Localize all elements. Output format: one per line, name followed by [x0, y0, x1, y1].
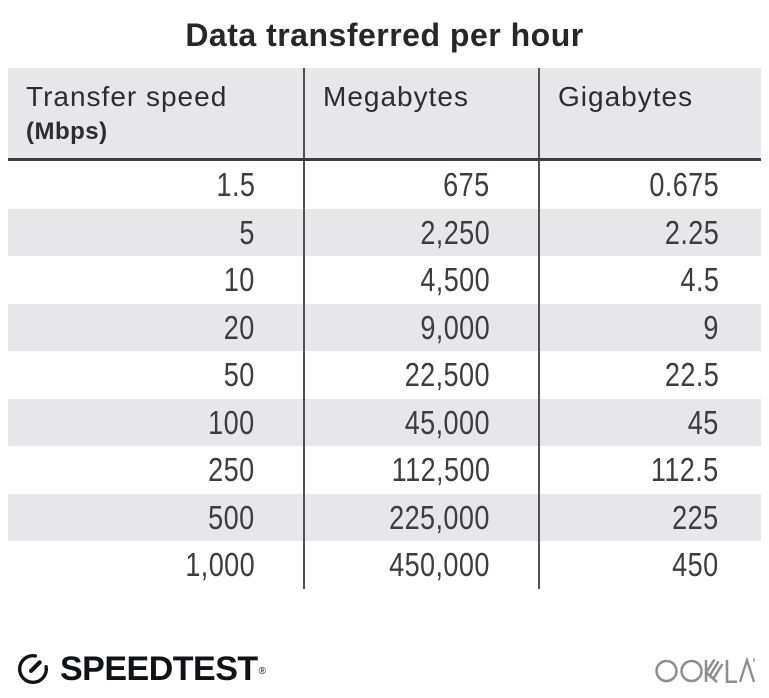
- cell-value: 450: [672, 546, 719, 583]
- table-body: 1.5 675 0.675 5 2,250 2.25 10 4,500 4.5 20 9,000 9 5…: [8, 161, 761, 589]
- cell-value: 500: [208, 498, 255, 536]
- cell-value: 5: [239, 213, 255, 251]
- cell-value: 45,000: [404, 403, 490, 441]
- cell-value: 100: [208, 403, 255, 441]
- speedtest-wordmark: SPEEDTEST®: [60, 649, 266, 689]
- cell-value: 4,500: [420, 261, 490, 298]
- table-cell: 225: [538, 493, 761, 541]
- table-cell: 2,250: [303, 208, 538, 256]
- table-cell: 45: [538, 398, 761, 446]
- cell-value: 225,000: [389, 498, 490, 536]
- table-cell: 5: [8, 209, 303, 257]
- cell-value: 50: [224, 356, 255, 393]
- table-row: 50 22,500 22.5: [8, 351, 761, 399]
- table-cell: 20: [8, 304, 303, 352]
- table-cell: 112,500: [303, 446, 538, 494]
- ookla-logo: [655, 655, 756, 690]
- table-cell: 50: [8, 351, 303, 399]
- table-cell: 100: [8, 399, 303, 447]
- table-cell: 675: [303, 161, 538, 209]
- table-cell: 112.5: [538, 446, 761, 494]
- table-cell: 0.675: [538, 161, 761, 209]
- table-cell: 450: [538, 541, 761, 589]
- cell-value: 1,000: [185, 546, 255, 583]
- column-header-label: Transfer speed: [26, 81, 228, 112]
- speedtest-logo: SPEEDTEST®: [14, 649, 266, 689]
- cell-value: 20: [224, 308, 255, 346]
- ookla-wordmark-icon: [655, 656, 756, 684]
- table-row: 250 112,500 112.5: [8, 446, 761, 494]
- cell-value: 0.675: [649, 166, 719, 203]
- cell-value: 45: [688, 403, 719, 441]
- table-cell: 22.5: [538, 351, 761, 399]
- table-cell: 22,500: [303, 351, 538, 399]
- table-cell: 10: [8, 256, 303, 304]
- table-row: 20 9,000 9: [8, 303, 761, 352]
- table-row: 10 4,500 4.5: [8, 256, 761, 304]
- cell-value: 9: [703, 308, 719, 346]
- cell-value: 22.5: [664, 356, 719, 393]
- table-cell: 45,000: [303, 398, 538, 446]
- speedtest-label: SPEEDTEST: [60, 650, 258, 688]
- cell-value: 2.25: [664, 213, 719, 251]
- speedometer-gauge-icon: [18, 654, 48, 684]
- table-cell: 2.25: [538, 208, 761, 256]
- column-header-label: Gigabytes: [558, 81, 694, 112]
- cell-value: 225: [672, 498, 719, 536]
- cell-value: 112.5: [651, 451, 719, 488]
- data-table: Transfer speed (Mbps) Megabytes Gigabyte…: [8, 68, 761, 589]
- table-cell: 1.5: [8, 161, 303, 209]
- cell-value: 675: [443, 166, 490, 203]
- table-cell: 450,000: [303, 541, 538, 589]
- table-cell: 4.5: [538, 256, 761, 304]
- table-row: 1.5 675 0.675: [8, 161, 761, 209]
- cell-value: 10: [224, 261, 255, 298]
- cell-value: 1.5: [216, 166, 255, 203]
- table-cell: 250: [8, 446, 303, 494]
- footer: SPEEDTEST®: [0, 648, 769, 694]
- column-header-megabytes: Megabytes: [303, 68, 538, 158]
- table-cell: 9: [538, 303, 761, 351]
- cell-value: 250: [208, 451, 255, 488]
- cell-value: 2,250: [420, 213, 490, 251]
- cell-value: 112,500: [391, 451, 490, 488]
- table-cell: 9,000: [303, 303, 538, 351]
- table-cell: 4,500: [303, 256, 538, 304]
- table-cell: 500: [8, 494, 303, 542]
- page-title: Data transferred per hour: [185, 17, 584, 53]
- column-header-gigabytes: Gigabytes: [538, 68, 761, 158]
- table-header-row: Transfer speed (Mbps) Megabytes Gigabyte…: [8, 68, 761, 161]
- table-cell: 225,000: [303, 493, 538, 541]
- column-header-unit: (Mbps): [26, 118, 108, 145]
- column-header-transfer-speed: Transfer speed (Mbps): [8, 68, 303, 158]
- table-row: 5 2,250 2.25: [8, 208, 761, 257]
- cell-value: 22,500: [404, 356, 490, 393]
- cell-value: 450,000: [389, 546, 490, 583]
- table-row: 1,000 450,000 450: [8, 541, 761, 589]
- cell-value: 9,000: [420, 308, 490, 346]
- registered-trademark-symbol: ®: [258, 666, 266, 677]
- cell-value: 4.5: [680, 261, 719, 298]
- table-row: 500 225,000 225: [8, 493, 761, 542]
- table-row: 100 45,000 45: [8, 398, 761, 447]
- column-header-label: Megabytes: [323, 81, 469, 112]
- table-cell: 1,000: [8, 541, 303, 589]
